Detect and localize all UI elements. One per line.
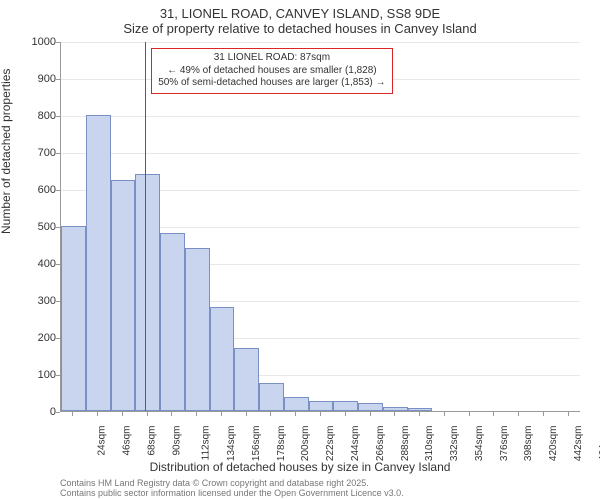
y-tick-label: 0	[16, 406, 56, 418]
y-tick-mark	[56, 227, 60, 228]
histogram-bar	[333, 401, 358, 411]
annotation-line: 31 LIONEL ROAD: 87sqm	[158, 52, 385, 65]
x-tick-mark	[518, 412, 519, 416]
x-tick-label: 288sqm	[400, 426, 411, 462]
y-tick-mark	[56, 42, 60, 43]
histogram-bar	[86, 115, 111, 411]
plot-area: 31 LIONEL ROAD: 87sqm← 49% of detached h…	[60, 42, 580, 412]
y-tick-label: 600	[16, 184, 56, 196]
x-tick-label: 156sqm	[251, 426, 262, 462]
x-tick-mark	[196, 412, 197, 416]
x-tick-mark	[419, 412, 420, 416]
x-tick-mark	[147, 412, 148, 416]
reference-marker-line	[145, 42, 146, 411]
x-tick-mark	[97, 412, 98, 416]
y-tick-label: 300	[16, 295, 56, 307]
x-tick-label: 68sqm	[146, 426, 157, 456]
histogram-bar	[185, 248, 210, 411]
y-tick-label: 900	[16, 73, 56, 85]
grid-line	[61, 116, 580, 117]
y-axis-label: Number of detached properties	[0, 69, 13, 234]
histogram-bar	[284, 397, 309, 411]
x-tick-label: 178sqm	[276, 426, 287, 462]
y-tick-label: 200	[16, 332, 56, 344]
chart-container: 31, LIONEL ROAD, CANVEY ISLAND, SS8 9DE …	[0, 0, 600, 500]
chart-title-line1: 31, LIONEL ROAD, CANVEY ISLAND, SS8 9DE	[0, 0, 600, 21]
y-tick-mark	[56, 412, 60, 413]
y-tick-label: 1000	[16, 36, 56, 48]
x-tick-mark	[320, 412, 321, 416]
footer-line2: Contains public sector information licen…	[60, 488, 404, 498]
x-tick-mark	[394, 412, 395, 416]
histogram-bar	[309, 401, 334, 411]
x-tick-mark	[171, 412, 172, 416]
x-tick-label: 332sqm	[449, 426, 460, 462]
histogram-bar	[61, 226, 86, 411]
grid-line	[61, 153, 580, 154]
x-tick-mark	[221, 412, 222, 416]
y-tick-mark	[56, 153, 60, 154]
x-tick-label: 90sqm	[171, 426, 182, 456]
y-tick-mark	[56, 79, 60, 80]
histogram-bar	[111, 180, 136, 411]
x-axis-label: Distribution of detached houses by size …	[0, 460, 600, 474]
y-tick-label: 500	[16, 221, 56, 233]
x-tick-label: 442sqm	[573, 426, 584, 462]
x-tick-mark	[246, 412, 247, 416]
x-tick-mark	[122, 412, 123, 416]
histogram-bar	[234, 348, 259, 411]
y-tick-mark	[56, 375, 60, 376]
x-tick-mark	[444, 412, 445, 416]
x-tick-label: 354sqm	[474, 426, 485, 462]
x-tick-label: 222sqm	[325, 426, 336, 462]
x-tick-mark	[469, 412, 470, 416]
histogram-bar	[210, 307, 235, 411]
x-tick-mark	[72, 412, 73, 416]
x-tick-label: 420sqm	[548, 426, 559, 462]
x-tick-label: 24sqm	[97, 426, 108, 456]
x-tick-label: 200sqm	[301, 426, 312, 462]
y-tick-mark	[56, 338, 60, 339]
x-tick-mark	[543, 412, 544, 416]
y-tick-label: 800	[16, 110, 56, 122]
grid-line	[61, 42, 580, 43]
chart-title-line2: Size of property relative to detached ho…	[0, 21, 600, 40]
x-tick-label: 266sqm	[375, 426, 386, 462]
y-tick-mark	[56, 190, 60, 191]
x-tick-label: 376sqm	[499, 426, 510, 462]
x-tick-label: 310sqm	[424, 426, 435, 462]
annotation-box: 31 LIONEL ROAD: 87sqm← 49% of detached h…	[151, 48, 392, 94]
x-tick-mark	[345, 412, 346, 416]
histogram-bar	[135, 174, 160, 411]
x-tick-label: 134sqm	[226, 426, 237, 462]
x-tick-mark	[493, 412, 494, 416]
histogram-bar	[408, 408, 433, 411]
y-tick-label: 100	[16, 369, 56, 381]
x-tick-label: 398sqm	[523, 426, 534, 462]
annotation-line: 50% of semi-detached houses are larger (…	[158, 77, 385, 90]
histogram-bar	[358, 403, 383, 411]
histogram-bar	[160, 233, 185, 411]
y-tick-label: 700	[16, 147, 56, 159]
x-tick-mark	[295, 412, 296, 416]
y-tick-mark	[56, 301, 60, 302]
x-tick-label: 244sqm	[350, 426, 361, 462]
histogram-bar	[259, 383, 284, 411]
x-tick-label: 46sqm	[122, 426, 133, 456]
y-tick-mark	[56, 116, 60, 117]
footer-line1: Contains HM Land Registry data © Crown c…	[60, 478, 369, 488]
y-tick-mark	[56, 264, 60, 265]
annotation-line: ← 49% of detached houses are smaller (1,…	[158, 65, 385, 78]
x-tick-mark	[568, 412, 569, 416]
histogram-bar	[383, 407, 408, 411]
x-tick-mark	[270, 412, 271, 416]
x-tick-label: 112sqm	[201, 426, 212, 461]
y-tick-label: 400	[16, 258, 56, 270]
x-tick-mark	[370, 412, 371, 416]
